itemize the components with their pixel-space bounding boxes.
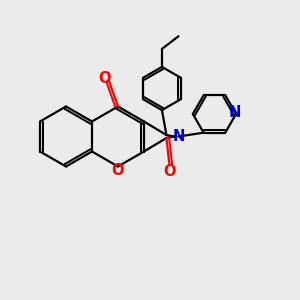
Text: N: N [172, 129, 184, 144]
Text: N: N [228, 105, 241, 120]
Text: O: O [112, 163, 124, 178]
Text: O: O [163, 164, 176, 178]
Text: O: O [98, 70, 111, 86]
